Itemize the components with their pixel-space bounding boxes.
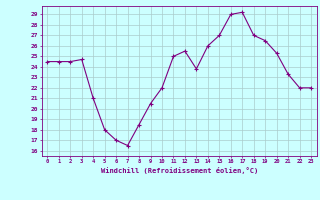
- X-axis label: Windchill (Refroidissement éolien,°C): Windchill (Refroidissement éolien,°C): [100, 167, 258, 174]
